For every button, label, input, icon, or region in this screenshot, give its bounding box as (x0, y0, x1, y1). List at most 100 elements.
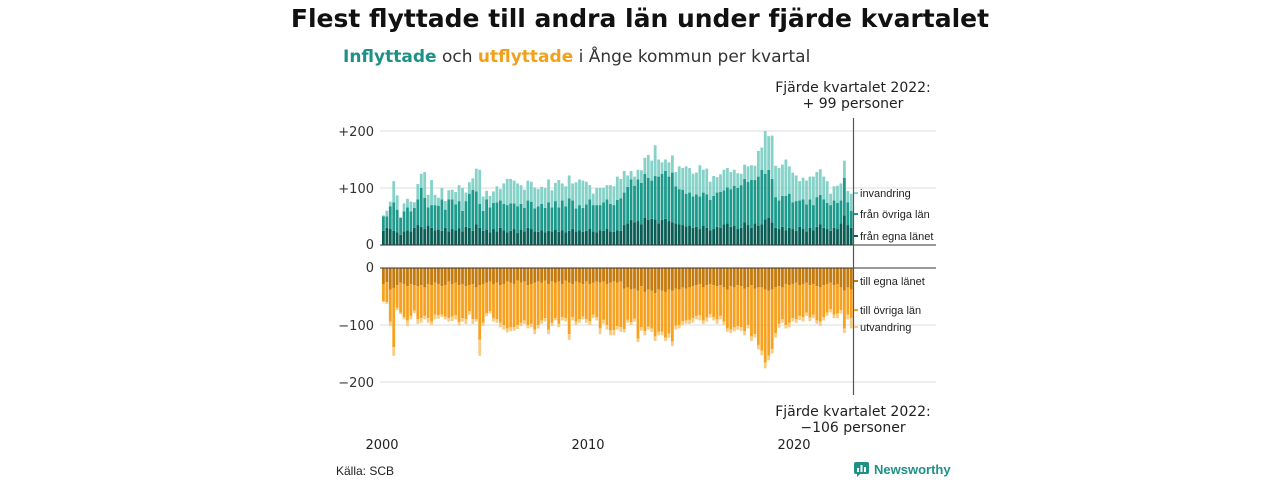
inflow-bar (399, 217, 402, 235)
brand-logo[interactable]: Newsworthy (854, 462, 951, 477)
inflow-bar (440, 230, 444, 245)
outflow-bar (664, 291, 667, 338)
outflow-bar (794, 282, 798, 320)
outflow-bar (646, 326, 650, 330)
inflow-bar (495, 202, 499, 232)
series-label: utvandring (860, 322, 911, 334)
outflow-bar (509, 282, 513, 328)
inflow-bar (474, 224, 478, 245)
outflow-bar (842, 290, 846, 329)
inflow-bar (770, 178, 774, 223)
outflow-bar (605, 268, 609, 284)
inflow-bar (839, 183, 843, 201)
outflow-bar (454, 315, 458, 320)
chart-title: Flest flyttade till andra län under fjär… (290, 4, 990, 33)
outflow-bar (739, 286, 743, 328)
outflow-bar (471, 268, 475, 284)
inflow-bar (533, 187, 537, 209)
inflow-bar (402, 211, 406, 232)
inflow-bar (492, 202, 495, 230)
series-label: från övriga län (860, 209, 930, 221)
outflow-bar (681, 287, 685, 322)
outflow-bar (529, 268, 533, 284)
inflow-bar (388, 201, 392, 207)
inflow-bar (784, 159, 788, 196)
outflow-bar (791, 318, 795, 322)
outflow-bar (732, 268, 736, 288)
outflow-bar (512, 327, 516, 331)
outflow-bar (808, 317, 812, 322)
inflow-bar (708, 181, 712, 200)
inflow-bar (712, 176, 716, 196)
inflow-bar (571, 183, 574, 201)
outflow-bar (536, 281, 540, 325)
outflow-bar (588, 321, 592, 325)
outflow-bar (729, 329, 733, 333)
outflow-bar (450, 283, 454, 317)
outflow-bar (605, 283, 609, 325)
outflow-bar (609, 268, 612, 283)
outflow-bar (719, 285, 722, 316)
outflow-bar (732, 327, 736, 332)
outflow-bar (471, 283, 475, 320)
outflow-bar (571, 283, 574, 318)
subtitle-och: och (436, 47, 478, 67)
outflow-bar (650, 268, 654, 291)
x-tick-label: 2020 (777, 438, 810, 453)
inflow-bar (554, 229, 557, 245)
outflow-bar (653, 336, 657, 341)
outflow-bar (808, 268, 812, 286)
outflow-bar (529, 323, 533, 328)
inflow-bar (708, 230, 712, 245)
inflow-bar (667, 221, 671, 245)
outflow-bar (416, 268, 420, 287)
inflow-bar (588, 199, 592, 230)
outflow-bar (825, 268, 829, 284)
outflow-bar (533, 282, 537, 330)
inflow-bar (605, 199, 609, 230)
inflow-bar (612, 186, 616, 206)
inflow-bar (402, 203, 406, 212)
outflow-bar (743, 288, 746, 332)
inflow-bar (550, 190, 554, 208)
inflow-bar (595, 188, 599, 206)
inflow-bar (567, 175, 571, 199)
inflow-bar (478, 203, 482, 228)
inflow-bar (774, 227, 777, 245)
inflow-bar (794, 201, 798, 231)
inflow-bar (636, 169, 640, 180)
outflow-bar (433, 282, 437, 315)
outflow-bar (440, 286, 444, 315)
inflow-bar (715, 177, 719, 193)
outflow-bar (385, 302, 389, 304)
outflow-bar (791, 283, 795, 319)
inflow-bars (382, 131, 853, 245)
inflow-bar (399, 234, 402, 245)
outflow-bar (543, 280, 547, 319)
series-label: invandring (860, 188, 911, 200)
outflow-bar (519, 268, 523, 283)
inflow-bar (763, 131, 767, 174)
inflow-bar (767, 217, 771, 245)
outflow-bar (557, 268, 561, 282)
outflow-bar (664, 268, 667, 292)
outflow-bar (846, 268, 850, 288)
outflow-bar (612, 268, 616, 282)
inflow-bar (691, 227, 695, 245)
inflow-bar (406, 198, 409, 208)
inflow-bar (646, 219, 650, 245)
outflow-bar (461, 318, 464, 322)
inflow-bar (464, 192, 468, 202)
outflow-bar (760, 268, 764, 288)
outflow-bar (564, 318, 568, 322)
inflow-bar (412, 227, 416, 245)
inflow-bar (471, 178, 475, 190)
annotation-top-line2: + 99 personer (803, 96, 904, 112)
outflow-bar (419, 318, 423, 323)
inflow-bar (640, 182, 643, 225)
outflow-bar (674, 288, 678, 326)
outflow-bar (540, 320, 544, 324)
inflow-bar (485, 199, 488, 230)
inflow-bar (626, 175, 630, 187)
inflow-bar (770, 222, 774, 245)
